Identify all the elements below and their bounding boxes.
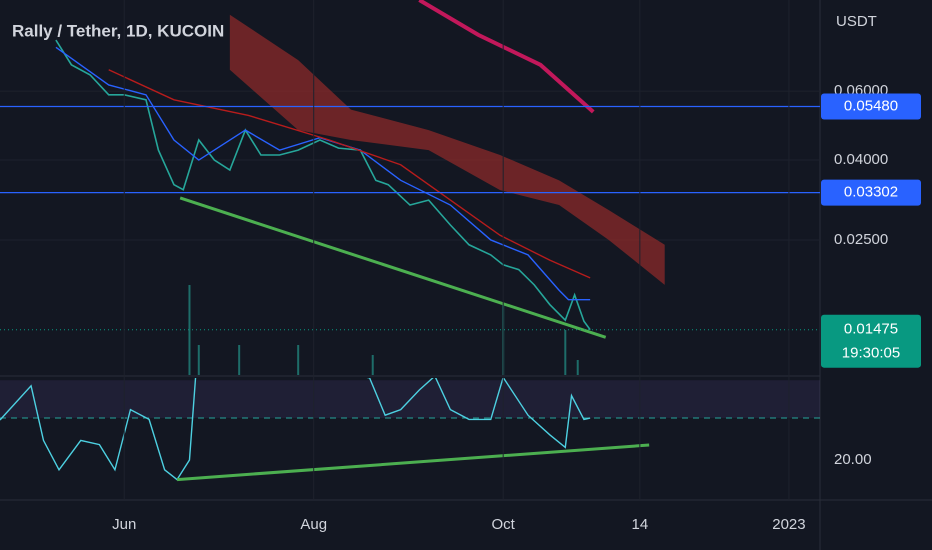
volume-bar xyxy=(564,330,567,375)
volume-bar xyxy=(297,345,300,375)
trendline xyxy=(179,196,607,339)
price-label-box xyxy=(821,179,921,206)
volume-bar xyxy=(371,355,374,375)
countdown: 19:30:05 xyxy=(842,345,900,362)
y-tick-label: 0.02500 xyxy=(834,231,888,248)
series-line xyxy=(418,0,595,114)
x-tick-label: Jun xyxy=(112,516,136,533)
price-pane xyxy=(0,0,820,375)
volume-bar xyxy=(576,360,579,375)
price-label: 0.03302 xyxy=(844,184,898,201)
rsi-line xyxy=(0,378,591,481)
cloud xyxy=(229,14,665,285)
last-price-box xyxy=(821,314,921,368)
volume-bar xyxy=(188,285,191,375)
y-tick-label: 0.04000 xyxy=(834,151,888,168)
series-line xyxy=(55,39,591,331)
rsi-tick-label: 20.00 xyxy=(834,451,872,468)
x-tick-label: Oct xyxy=(492,516,516,533)
price-label: 0.05480 xyxy=(844,97,898,114)
rsi-trendline xyxy=(176,443,650,482)
volume-bar xyxy=(238,345,241,375)
overlay: Jun Aug Oct 14 20230.060000.040000.025000.05… xyxy=(112,82,921,533)
volume-bar xyxy=(197,345,200,375)
chart-title: Rally / Tether, 1D, KUCOIN xyxy=(12,21,224,40)
x-tick-label: 2023 xyxy=(772,516,805,533)
x-tick-label: 14 xyxy=(632,516,649,533)
rsi-pane xyxy=(0,378,820,482)
price-label-box xyxy=(821,93,921,120)
series-line xyxy=(108,69,591,279)
currency-label: USDT xyxy=(836,13,877,30)
last-price-label: 0.01475 xyxy=(844,321,898,338)
x-tick-label: Aug xyxy=(300,516,327,533)
